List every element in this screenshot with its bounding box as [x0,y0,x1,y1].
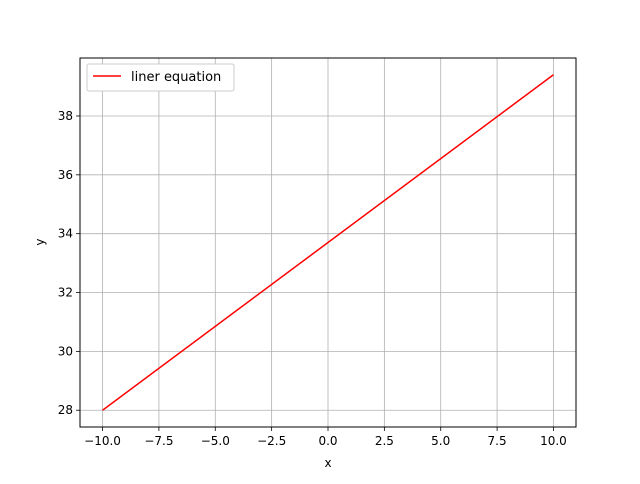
grid [80,58,576,427]
x-tick-label: 7.5 [488,434,507,448]
x-tick-label: −2.5 [257,434,286,448]
legend: liner equation [86,63,235,92]
y-tick-label: 36 [58,168,73,182]
x-axis-ticks: −10.0 −7.5 −5.0 −2.5 0.0 2.5 5.0 7.5 10.0 [84,427,567,448]
series-line-liner-equation [102,74,554,411]
x-tick-label: 0.0 [318,434,337,448]
x-tick-label: −10.0 [84,434,121,448]
x-axis-label: x [324,456,331,470]
y-axis-label: y [33,238,47,245]
legend-label-liner-equation: liner equation [131,70,221,85]
series-layer [102,74,554,411]
y-axis-ticks: 28 30 32 34 36 38 [58,109,80,417]
x-tick-label: −7.5 [144,434,173,448]
legend-box [86,63,235,92]
y-tick-label: 34 [58,227,73,241]
x-tick-label: 2.5 [375,434,394,448]
y-tick-label: 30 [58,344,73,358]
y-tick-label: 28 [58,403,73,417]
y-tick-label: 38 [58,109,73,123]
x-tick-label: −5.0 [201,434,230,448]
y-tick-label: 32 [58,286,73,300]
x-tick-label: 10.0 [540,434,567,448]
x-tick-label: 5.0 [431,434,450,448]
